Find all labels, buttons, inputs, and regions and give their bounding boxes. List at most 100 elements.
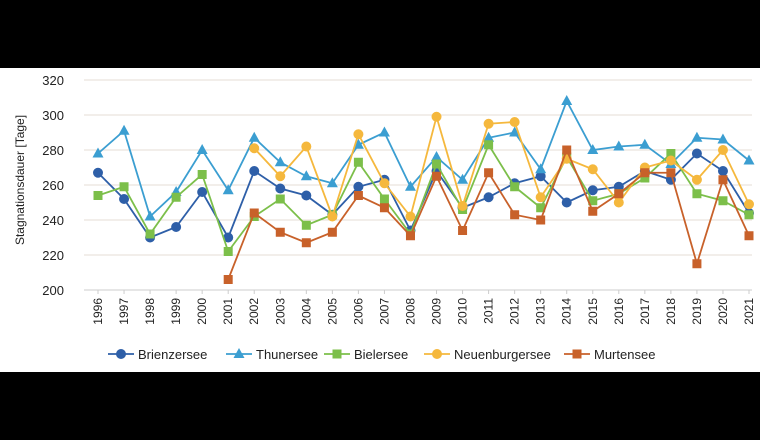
data-point — [93, 191, 103, 200]
x-tick-label: 2001 — [221, 298, 235, 325]
data-point — [484, 140, 494, 150]
data-point — [744, 231, 754, 241]
series-brienzersee — [93, 148, 754, 243]
x-tick-label: 2013 — [534, 298, 548, 325]
data-point — [535, 163, 547, 174]
legend-label: Bielersee — [354, 347, 408, 362]
data-point — [509, 126, 521, 137]
data-point — [717, 145, 728, 155]
x-tick-label: 2020 — [716, 298, 730, 325]
chart-panel: Stagnationsdauer [Tage] 200 220 240 260 280 3… — [0, 68, 760, 372]
data-point — [457, 201, 468, 211]
data-point — [249, 208, 259, 218]
legend-marker — [572, 349, 582, 359]
x-tick-label: 2017 — [638, 298, 652, 325]
data-point — [248, 131, 260, 142]
legend-marker — [432, 349, 442, 359]
y-axis-label: Stagnationsdauer [Tage] — [13, 115, 27, 245]
data-point — [510, 210, 520, 220]
data-point — [483, 118, 494, 129]
y-tick-label: 300 — [42, 108, 64, 123]
data-point — [379, 178, 390, 189]
x-tick-label: 2010 — [456, 298, 470, 325]
y-tick-label: 220 — [42, 248, 64, 263]
data-point — [718, 196, 728, 206]
data-point — [92, 147, 104, 158]
data-point — [405, 211, 416, 222]
y-tick-label: 280 — [42, 143, 64, 158]
data-point — [717, 133, 729, 144]
data-point — [587, 164, 598, 175]
legend-marker — [116, 349, 126, 359]
data-point — [640, 168, 650, 178]
data-point — [587, 144, 599, 154]
data-point — [535, 192, 546, 203]
x-tick-label: 2011 — [482, 298, 496, 324]
x-tick-label: 2021 — [742, 298, 756, 325]
data-point — [119, 182, 129, 192]
series-bielersee — [93, 140, 754, 256]
data-point — [562, 145, 572, 155]
data-point — [432, 159, 442, 169]
data-point — [691, 174, 702, 185]
data-point — [197, 187, 208, 197]
data-point — [249, 166, 260, 176]
data-point — [587, 185, 598, 196]
data-point — [171, 222, 182, 232]
data-point — [431, 151, 443, 161]
legend-label: Neuenburgersee — [454, 347, 551, 362]
legend-item: Brienzersee — [108, 347, 207, 362]
x-tick-label: 2015 — [586, 298, 600, 325]
data-point — [249, 143, 260, 154]
data-point — [718, 175, 728, 185]
legend-label: Thunersee — [256, 347, 318, 362]
x-tick-label: 2007 — [377, 298, 391, 325]
x-tick-label: 2008 — [403, 298, 417, 325]
data-point — [301, 238, 311, 248]
data-point — [379, 203, 389, 213]
data-point — [613, 197, 624, 208]
legend-label: Brienzersee — [138, 347, 207, 362]
data-point — [744, 199, 754, 210]
data-point — [717, 166, 728, 176]
data-point — [275, 227, 285, 237]
x-tick-label: 1996 — [91, 298, 105, 325]
data-point — [93, 167, 103, 178]
x-tick-label: 2005 — [325, 298, 339, 325]
data-point — [588, 196, 598, 206]
x-tick-label: 2016 — [612, 298, 626, 325]
data-point — [666, 149, 676, 158]
data-point — [666, 168, 676, 178]
x-tick-label: 2002 — [247, 298, 261, 325]
y-tick-label: 260 — [42, 178, 64, 193]
data-point — [353, 181, 364, 192]
data-point — [535, 171, 546, 182]
data-point — [274, 156, 286, 167]
data-point — [743, 154, 755, 165]
y-tick-label: 200 — [42, 283, 64, 298]
data-point — [197, 170, 207, 179]
legend-marker — [233, 348, 245, 358]
data-point — [301, 141, 312, 152]
data-point — [300, 170, 312, 181]
data-point — [145, 229, 155, 239]
data-point — [640, 173, 650, 183]
legend-item: Neuenburgersee — [424, 347, 551, 362]
data-point — [483, 192, 494, 203]
data-point — [691, 131, 703, 142]
data-point — [223, 232, 234, 243]
x-tick-label: 2000 — [195, 298, 209, 325]
data-point — [223, 275, 233, 284]
data-point — [171, 192, 181, 202]
data-point — [509, 117, 520, 127]
data-point — [119, 194, 130, 204]
data-point — [379, 194, 389, 204]
data-point — [692, 259, 702, 269]
data-point — [588, 206, 598, 216]
x-tick-label: 2019 — [690, 298, 704, 325]
data-point — [352, 138, 364, 149]
legend-marker — [332, 349, 342, 359]
x-tick-label: 2012 — [508, 298, 522, 325]
data-point — [405, 231, 415, 241]
data-point — [275, 171, 286, 182]
